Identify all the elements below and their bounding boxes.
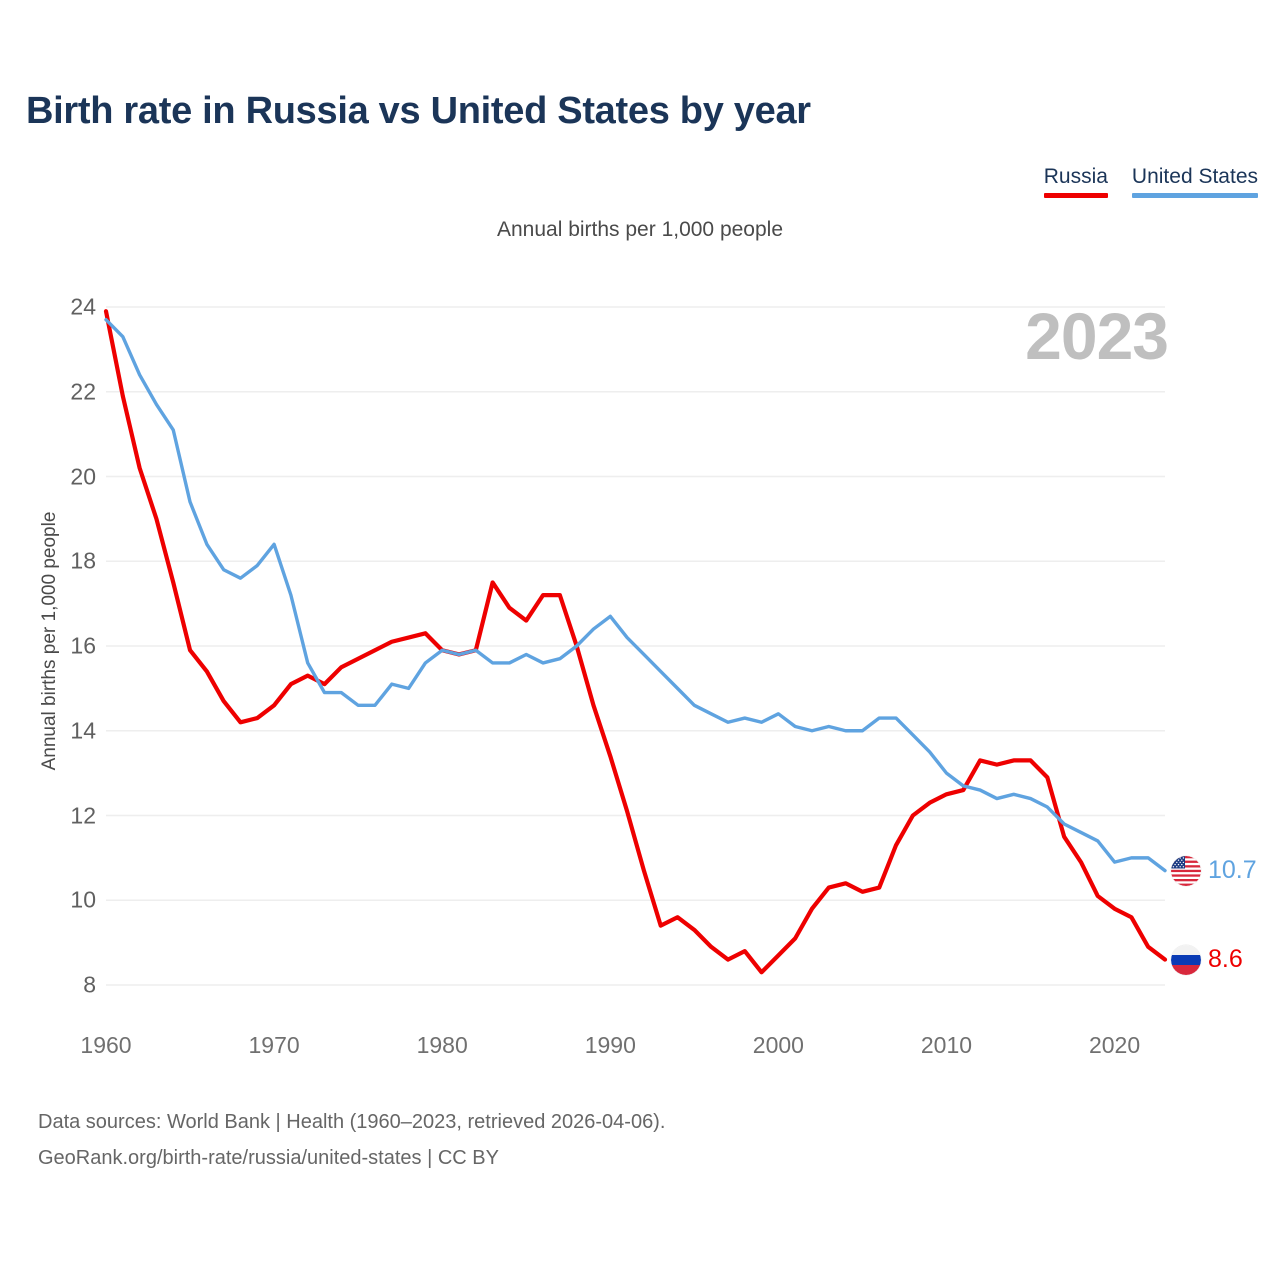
x-axis-tick: 1980 <box>416 1032 468 1058</box>
y-axis-tick: 8 <box>83 971 96 998</box>
legend-item-russia[interactable]: Russia <box>1043 165 1108 198</box>
end-value-united-states: 10.7 <box>1208 856 1257 885</box>
x-axis-tick: 1970 <box>248 1032 300 1058</box>
y-axis-tick: 14 <box>70 717 96 744</box>
series-lines <box>103 309 1168 975</box>
y-axis-tick: 12 <box>70 802 96 828</box>
footer-line-2[interactable]: GeoRank.org/birth-rate/russia/united-sta… <box>38 1147 499 1169</box>
chart-legend: Russia United States <box>1043 165 1258 198</box>
legend-swatch-russia <box>1043 193 1108 198</box>
year-watermark: 2023 <box>1025 299 1169 373</box>
legend-swatch-united-states <box>1131 193 1258 198</box>
end-label-united-states[interactable]: 10.7 <box>1171 855 1257 886</box>
us-flag-icon <box>1171 855 1201 886</box>
page-title: Birth rate in Russia vs United States by… <box>26 90 811 132</box>
x-axis-tick: 2000 <box>752 1032 804 1058</box>
ru-flag-icon <box>1171 944 1201 975</box>
footer-line-1: Data sources: World Bank | Health (1960–… <box>38 1111 666 1133</box>
gridlines <box>106 306 1165 986</box>
legend-label-russia: Russia <box>1043 165 1108 188</box>
series-line-united-states <box>104 318 1167 873</box>
y-axis-tick: 24 <box>70 293 96 320</box>
x-axis-tick: 2010 <box>920 1032 973 1058</box>
y-axis-tick: 22 <box>70 378 96 405</box>
legend-label-united-states: United States <box>1131 165 1258 188</box>
y-axis-tick: 20 <box>70 463 96 489</box>
x-axis-tick: 1960 <box>80 1032 132 1058</box>
chart-subtitle: Annual births per 1,000 people <box>496 218 784 241</box>
end-value-russia: 8.6 <box>1208 945 1243 974</box>
y-axis-tick: 16 <box>70 632 96 659</box>
x-axis-tick: 2020 <box>1088 1032 1141 1058</box>
x-axis-tick: 1990 <box>584 1032 636 1058</box>
y-axis-tick: 18 <box>70 547 96 574</box>
legend-item-united-states[interactable]: United States <box>1131 165 1258 198</box>
footer-attribution: Data sources: World Bank | Health (1960–… <box>38 1104 665 1176</box>
y-axis-tick: 10 <box>70 886 96 913</box>
end-label-russia[interactable]: 8.6 <box>1171 944 1243 975</box>
series-line-russia <box>103 309 1168 975</box>
